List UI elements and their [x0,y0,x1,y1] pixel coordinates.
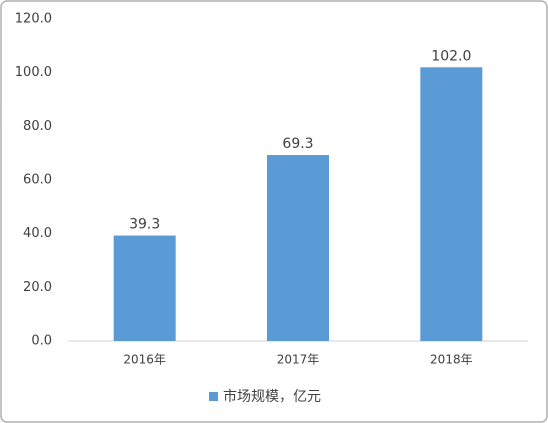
legend-swatch [209,392,218,401]
y-tick-label: 80.0 [23,119,52,134]
y-tick-label: 0.0 [31,334,52,349]
data-label: 69.3 [282,136,313,152]
x-tick-label: 2017年 [277,353,320,367]
data-label: 39.3 [129,217,160,233]
y-tick-label: 60.0 [23,173,52,188]
data-label: 102.0 [431,48,471,64]
y-tick-label: 20.0 [23,280,52,295]
bar [267,155,329,341]
y-tick-label: 120.0 [15,12,52,27]
x-tick-label: 2018年 [430,353,473,367]
bar [113,235,176,341]
legend-label: 市场规模，亿元 [223,388,321,405]
y-tick-label: 40.0 [23,226,52,241]
bar [420,67,483,342]
x-tick-label: 2016年 [123,353,166,367]
y-tick-label: 100.0 [15,65,52,80]
